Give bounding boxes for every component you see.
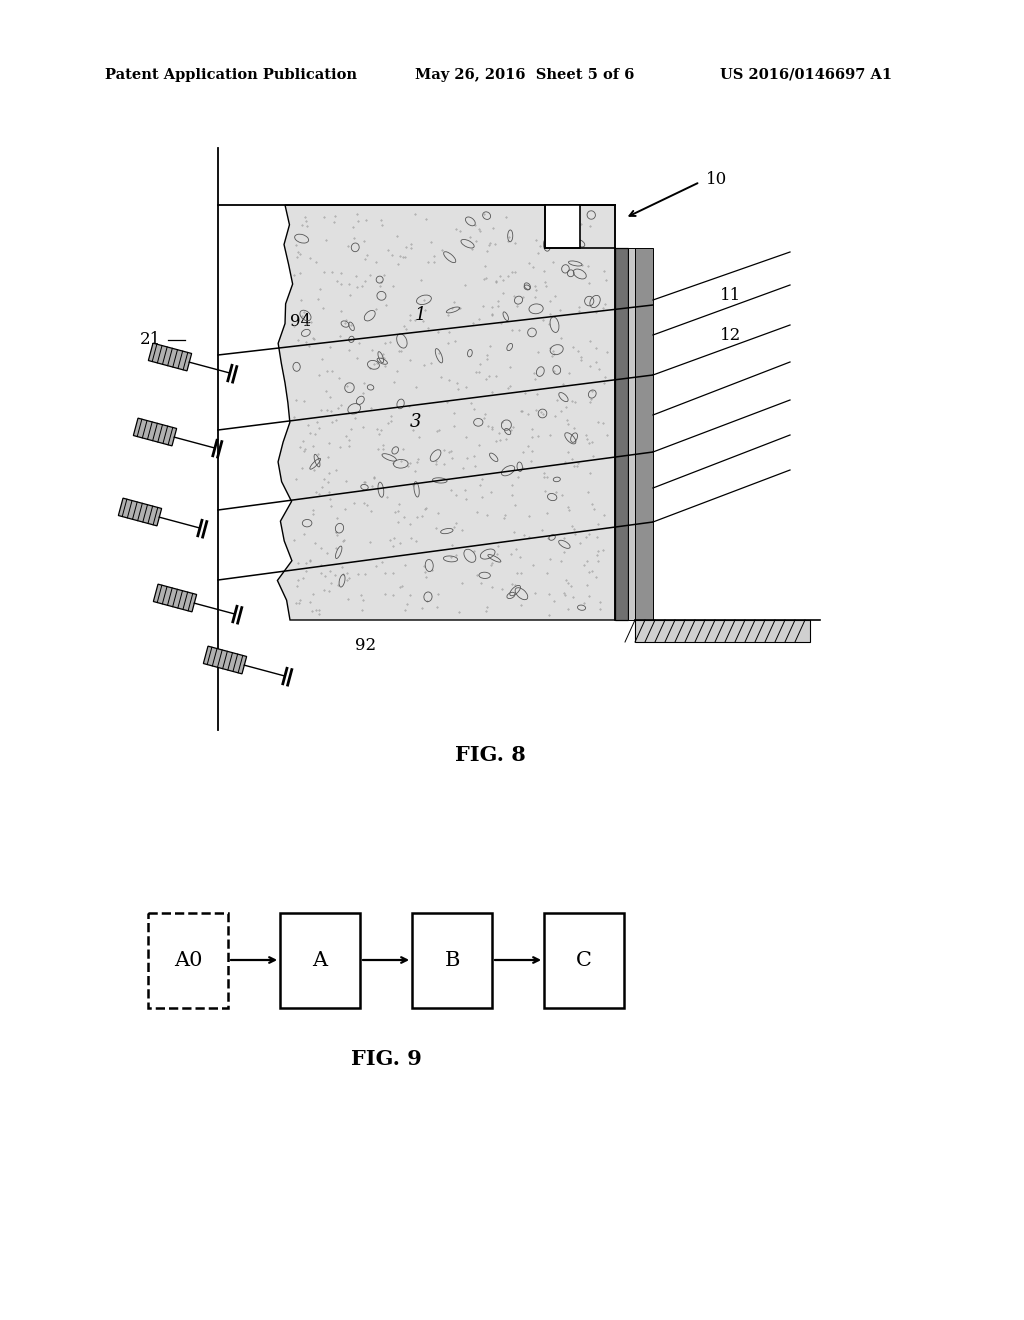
Text: May 26, 2016  Sheet 5 of 6: May 26, 2016 Sheet 5 of 6 xyxy=(415,69,635,82)
Text: A: A xyxy=(312,950,328,969)
Text: 21: 21 xyxy=(140,331,161,348)
Text: US 2016/0146697 A1: US 2016/0146697 A1 xyxy=(720,69,892,82)
Polygon shape xyxy=(204,645,247,675)
Text: 10: 10 xyxy=(706,172,727,189)
Polygon shape xyxy=(133,418,177,446)
Polygon shape xyxy=(154,585,197,612)
Text: FIG. 9: FIG. 9 xyxy=(350,1049,422,1069)
Text: 11: 11 xyxy=(720,286,741,304)
Bar xyxy=(280,913,360,1008)
Text: 1: 1 xyxy=(415,306,427,323)
Bar xyxy=(635,620,810,642)
Polygon shape xyxy=(148,343,191,371)
Bar xyxy=(544,913,624,1008)
FancyBboxPatch shape xyxy=(148,913,228,1008)
Text: C: C xyxy=(577,950,592,969)
Text: FIG. 8: FIG. 8 xyxy=(455,744,525,766)
Text: 3: 3 xyxy=(410,413,422,432)
Text: 92: 92 xyxy=(355,636,376,653)
Polygon shape xyxy=(278,205,615,620)
Bar xyxy=(628,248,635,620)
Bar xyxy=(412,913,492,1008)
Text: 94: 94 xyxy=(290,314,311,330)
Polygon shape xyxy=(119,498,162,525)
Text: 12: 12 xyxy=(720,326,741,343)
Text: A0: A0 xyxy=(174,950,203,969)
Bar xyxy=(545,205,580,248)
Bar xyxy=(615,248,628,620)
Text: Patent Application Publication: Patent Application Publication xyxy=(105,69,357,82)
Bar xyxy=(635,248,653,620)
Text: B: B xyxy=(444,950,460,969)
